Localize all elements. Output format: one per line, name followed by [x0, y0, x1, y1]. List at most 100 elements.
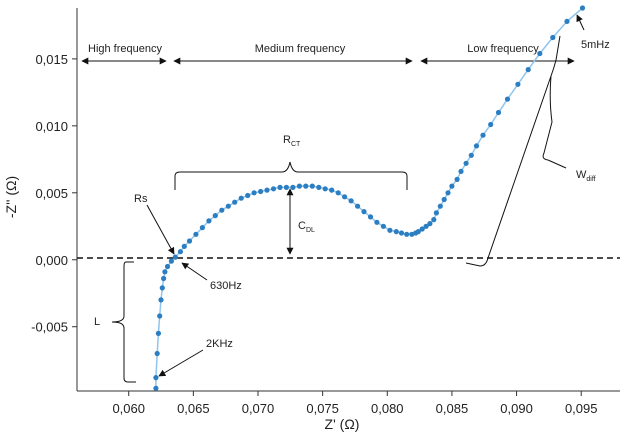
wdiff-label: Wdiff [576, 169, 596, 183]
data-point [238, 195, 244, 201]
data-point [158, 297, 164, 303]
data-point [164, 263, 171, 270]
data-point [225, 203, 231, 209]
data-point [441, 196, 447, 203]
wdiff-brace-arm [547, 159, 567, 169]
data-point [322, 186, 328, 192]
data-point [374, 219, 380, 225]
data-point [177, 249, 183, 255]
data-point [181, 243, 187, 249]
2khz-label: 2KHz [206, 338, 233, 350]
data-point [232, 199, 238, 205]
cdl-label: CDL [298, 220, 315, 234]
data-point [153, 375, 159, 381]
data-point [355, 203, 361, 209]
data-point [398, 230, 405, 236]
data-point [537, 50, 543, 57]
data-point [550, 34, 556, 41]
data-point [342, 194, 348, 200]
data-point [303, 183, 309, 189]
data-point [437, 203, 443, 209]
data-point [525, 67, 531, 73]
data-point [206, 218, 212, 224]
y-tick-label: 0,000 [35, 253, 68, 268]
data-point [162, 269, 168, 275]
data-point [579, 5, 586, 11]
630hz-label: 630Hz [210, 280, 242, 292]
y-tick-label: 0,010 [35, 119, 68, 134]
x-tick-label: 0,095 [565, 401, 598, 416]
5mhz-label: 5mHz [581, 39, 610, 51]
data-point [449, 183, 455, 189]
data-point [419, 226, 425, 232]
data-point [488, 121, 494, 128]
2khz-arrow [158, 349, 204, 377]
series-points [153, 5, 586, 391]
data-point [290, 184, 296, 190]
rct-label: RCT [283, 134, 301, 148]
data-point [433, 210, 439, 216]
data-point [186, 238, 193, 244]
data-point [155, 330, 161, 336]
rs-label: Rs [134, 193, 148, 205]
wdiff-brace [465, 35, 561, 267]
data-point [270, 186, 277, 192]
x-tick-label: 0,090 [500, 401, 533, 416]
data-point [329, 187, 335, 193]
data-point [277, 184, 283, 190]
data-point [387, 227, 393, 233]
l-label: L [94, 316, 100, 328]
y-tick-label: 0,005 [35, 186, 68, 201]
l-brace [111, 261, 136, 383]
data-point [445, 190, 451, 196]
data-point [161, 275, 167, 282]
data-point [367, 214, 374, 220]
data-point [393, 229, 399, 235]
y-tick-label: -0,005 [31, 320, 68, 335]
data-point [159, 285, 165, 291]
data-point [193, 231, 199, 237]
data-point [154, 350, 160, 357]
data-point [504, 96, 511, 102]
data-point [199, 225, 205, 231]
rs-arrow [146, 204, 175, 255]
data-point [219, 207, 225, 213]
data-point [427, 221, 433, 227]
data-point [564, 18, 570, 24]
y-ticks: 0,015 0,010 0,005 0,000 -0,005 [31, 52, 77, 335]
rct-brace [174, 161, 408, 190]
data-point [380, 223, 386, 229]
y-tick-label: 0,015 [35, 52, 68, 67]
data-point [473, 143, 480, 149]
x-tick-label: 0,070 [242, 401, 275, 416]
low-frequency-label: Low frequency [467, 43, 539, 55]
630hz-arrow [181, 262, 208, 281]
data-point [283, 184, 289, 190]
y-axis-title: -Z'' (Ω) [3, 176, 19, 218]
high-frequency-label: High frequency [88, 43, 162, 55]
data-point [172, 254, 178, 260]
data-point [251, 190, 257, 196]
data-point [157, 313, 163, 319]
data-point [168, 258, 174, 264]
data-point [431, 217, 437, 223]
data-point [495, 109, 502, 116]
data-point [212, 213, 218, 219]
data-point [404, 231, 410, 237]
data-point [361, 209, 367, 215]
data-point [153, 385, 159, 391]
medium-frequency-label: Medium frequency [255, 43, 346, 55]
x-tick-label: 0,060 [112, 401, 145, 416]
data-point [245, 192, 251, 199]
data-point [264, 187, 270, 193]
x-ticks: 0,060 0,065 0,070 0,075 0,080 0,085 0,090 0,095 [112, 391, 597, 416]
data-point [309, 183, 315, 189]
data-point [296, 183, 302, 189]
data-point [480, 132, 486, 138]
x-tick-label: 0,080 [371, 401, 404, 416]
x-axis-title: Z' (Ω) [325, 416, 360, 432]
data-point [454, 176, 460, 182]
data-point [458, 168, 464, 174]
data-point [348, 198, 354, 204]
